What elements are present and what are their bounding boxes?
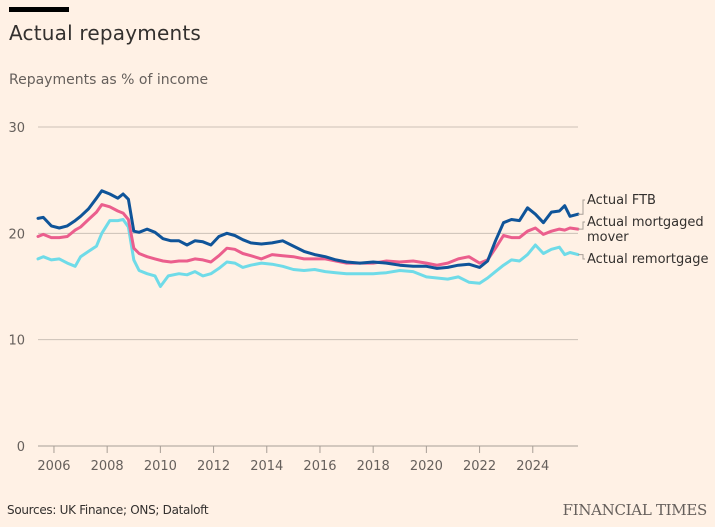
y-tick-label: 20 — [8, 227, 25, 242]
x-tick-label: 2024 — [516, 459, 549, 474]
gridlines — [38, 126, 578, 447]
label-connector — [578, 254, 585, 260]
series-line-remortgage — [36, 218, 580, 288]
y-tick-label: 0 — [17, 440, 25, 455]
series-line-mover — [36, 203, 580, 267]
series-label: Actual remortgage — [587, 252, 708, 267]
series-label: mover — [587, 230, 629, 245]
x-tick-label: 2022 — [463, 459, 496, 474]
title-accent-bar — [9, 7, 69, 12]
x-tick-label: 2014 — [250, 459, 283, 474]
y-tick-label: 30 — [8, 121, 25, 136]
x-tick-label: 2020 — [410, 459, 443, 474]
x-axis: 2006 2008 2010 2012 2014 2016 2018 2020 2022 2024 — [37, 446, 549, 474]
x-tick-label: 2016 — [303, 459, 336, 474]
series-label: Actual mortgaged — [587, 215, 704, 230]
ft-logo: FINANCIAL TIMES — [562, 501, 708, 519]
y-axis-ticks: 0 10 20 30 — [8, 121, 25, 455]
series-lines — [36, 189, 580, 288]
source-note: Sources: UK Finance; ONS; Dataloft — [7, 503, 209, 517]
label-connector — [578, 199, 585, 215]
chart-title: Actual repayments — [9, 21, 202, 45]
x-tick-label: 2012 — [197, 459, 230, 474]
series-label: Actual FTB — [587, 193, 656, 208]
x-tick-label: 2006 — [37, 459, 70, 474]
series-line-ftb — [36, 189, 580, 270]
x-tick-label: 2010 — [144, 459, 177, 474]
label-connector — [578, 221, 585, 230]
chart-subtitle: Repayments as % of income — [9, 72, 209, 88]
x-tick-label: 2018 — [357, 459, 390, 474]
x-tick-label: 2008 — [91, 459, 124, 474]
y-tick-label: 10 — [8, 334, 25, 349]
